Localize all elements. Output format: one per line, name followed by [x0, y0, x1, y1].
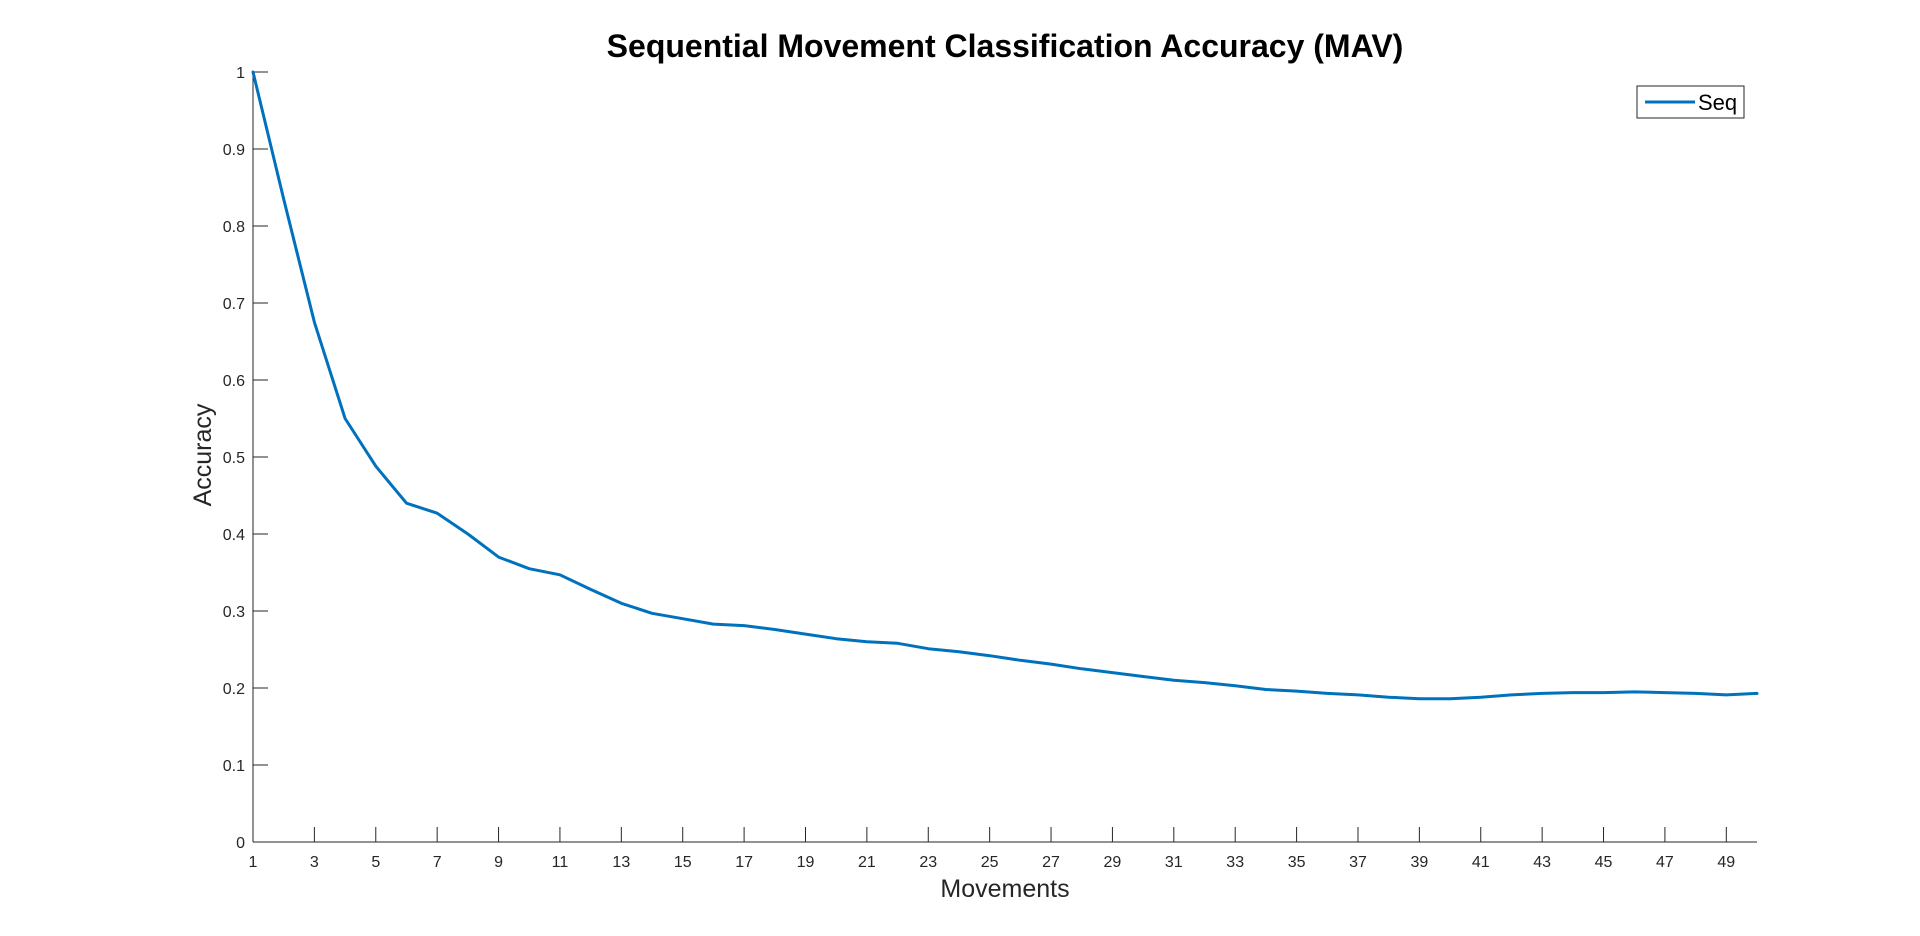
y-tick-label: 0.1 [223, 758, 245, 775]
x-tick-label: 9 [494, 854, 503, 871]
x-tick-label: 31 [1165, 854, 1183, 871]
y-tick-label: 0.5 [223, 450, 245, 467]
x-tick-label: 33 [1226, 854, 1244, 871]
y-tick-label: 0.8 [223, 219, 245, 236]
series-group [251, 70, 1759, 701]
x-tick-label: 39 [1410, 854, 1428, 871]
x-tick-label: 27 [1042, 854, 1060, 871]
x-tick-label: 45 [1595, 854, 1613, 871]
x-tick-label: 11 [552, 854, 569, 871]
y-tick-label: 0.3 [223, 604, 245, 621]
plot-area: 1 3 5 7 9 11 13 15 17 19 21 23 25 27 29 31 33 35 37 39 41 43 4… [223, 65, 1759, 871]
x-tick-label: 47 [1656, 854, 1674, 871]
y-tick-label: 0.6 [223, 373, 245, 390]
x-tick-label: 43 [1533, 854, 1551, 871]
chart-title: Sequential Movement Classification Accur… [607, 28, 1404, 64]
legend-label-seq: Seq [1698, 90, 1737, 115]
x-tick-label: 37 [1349, 854, 1367, 871]
legend[interactable]: Seq [1636, 85, 1745, 119]
series-line-seq [251, 70, 1759, 701]
x-tick-label: 13 [612, 854, 630, 871]
x-tick-label: 17 [735, 854, 753, 871]
x-tick-label: 35 [1288, 854, 1306, 871]
y-tick-label: 0.4 [223, 527, 245, 544]
x-tick-label: 41 [1472, 854, 1490, 871]
x-tick-label: 25 [981, 854, 999, 871]
y-tick-label: 0.2 [223, 681, 245, 698]
x-tick-label: 49 [1717, 854, 1735, 871]
x-tick-label: 3 [310, 854, 319, 871]
y-ticks: 0 0.1 0.2 0.3 0.4 0.5 0.6 0.7 0.8 0.9 1 [223, 65, 268, 852]
x-tick-label: 21 [858, 854, 876, 871]
x-ticks: 1 3 5 7 9 11 13 15 17 19 21 23 25 27 29 31 33 35 37 39 41 43 4… [249, 827, 1735, 871]
x-tick-label: 19 [797, 854, 815, 871]
x-tick-label: 29 [1104, 854, 1122, 871]
x-tick-label: 15 [674, 854, 692, 871]
x-tick-label: 1 [249, 854, 258, 871]
x-tick-label: 7 [433, 854, 442, 871]
y-tick-label: 0.9 [223, 142, 245, 159]
y-tick-label: 1 [236, 65, 245, 82]
y-tick-label: 0.7 [223, 296, 245, 313]
x-tick-label: 5 [371, 854, 380, 871]
x-tick-label: 23 [919, 854, 937, 871]
x-axis-label: Movements [940, 875, 1069, 903]
y-tick-label: 0 [236, 835, 245, 852]
y-axis-label: Accuracy [189, 403, 217, 506]
